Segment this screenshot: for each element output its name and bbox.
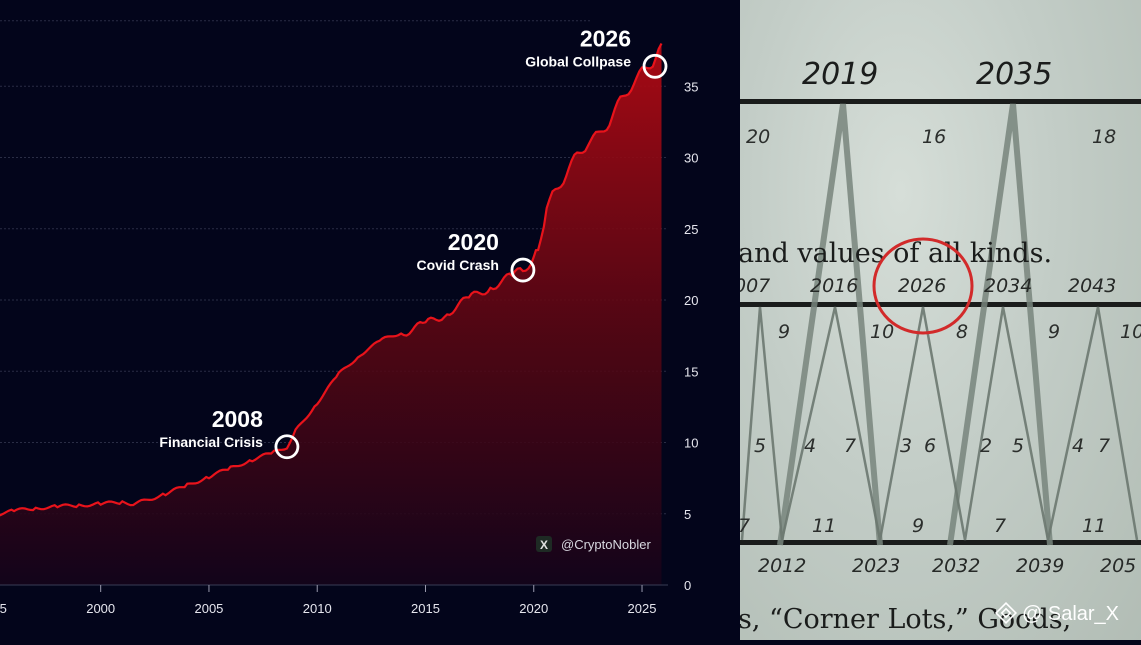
doc-year: 2034 <box>984 275 1032 297</box>
doc-num: 8 <box>956 321 968 343</box>
annotation-label: Global Collpase <box>525 53 631 69</box>
doc-num: 5 <box>754 435 766 457</box>
doc-watermark: @ Salar_X <box>994 601 1119 625</box>
doc-num: 10 <box>1120 321 1141 343</box>
doc-year: 2032 <box>932 555 980 577</box>
y-tick-label: 25 <box>684 222 698 237</box>
doc-num: 6 <box>924 435 936 457</box>
x-tick-label: 2015 <box>411 601 440 616</box>
doc-num: 20 <box>746 126 770 148</box>
doc-num: 9 <box>912 515 924 537</box>
y-tick-label: 5 <box>684 507 691 522</box>
rule-bottom <box>740 540 1141 545</box>
doc-year: 2039 <box>1016 555 1064 577</box>
doc-num: 7 <box>844 435 856 457</box>
doc-year-2035: 2035 <box>976 57 1052 92</box>
x-tick-label: 2000 <box>86 601 115 616</box>
y-tick-label: 0 <box>684 578 691 593</box>
y-tick-label: 35 <box>684 79 698 94</box>
x-logo-glyph: X <box>540 538 548 552</box>
doc-num: 9 <box>778 321 790 343</box>
doc-year: 2012 <box>758 555 806 577</box>
doc-num: 16 <box>922 126 946 148</box>
annotation-year: 2020 <box>448 229 499 255</box>
annotation-label: Covid Crash <box>416 257 498 273</box>
doc-num: 9 <box>1048 321 1060 343</box>
doc-year: 205 <box>1100 555 1136 577</box>
highlight-circle <box>872 237 974 335</box>
y-tick-label: 30 <box>684 151 698 166</box>
chart-watermark: X @CryptoNobler <box>536 536 651 552</box>
y-tick-label: 20 <box>684 293 698 308</box>
annotation-marker <box>642 53 668 79</box>
doc-num: 18 <box>1092 126 1116 148</box>
annotation-label: Financial Crisis <box>159 434 263 450</box>
x-tick-label: 2025 <box>628 601 657 616</box>
x-logo-icon <box>536 536 552 552</box>
rule-top <box>740 99 1141 104</box>
series-line <box>0 42 663 517</box>
doc-year-highlight: 2026 <box>898 275 946 297</box>
area-fill <box>0 43 662 585</box>
doc-num: 10 <box>870 321 894 343</box>
doc-sentence: and values of all kinds. <box>740 238 1052 269</box>
doc-num: 4 <box>1072 435 1084 457</box>
doc-year: 2016 <box>810 275 858 297</box>
watermark-text: @CryptoNobler <box>561 537 651 552</box>
doc-year: 007 <box>740 275 770 297</box>
annotation-marker <box>274 434 300 460</box>
x-tick-label: 2005 <box>194 601 223 616</box>
doc-num: 5 <box>1012 435 1024 457</box>
x-tick-label: 1995 <box>0 601 7 616</box>
x-tick-label: 2010 <box>303 601 332 616</box>
top-zigzag <box>777 103 1053 546</box>
doc-year-2019: 2019 <box>802 57 878 92</box>
annotation-marker <box>510 257 536 283</box>
document-photo: 2019 2035 20 16 18 and values of all kin… <box>740 0 1141 640</box>
diamond-logo-icon <box>994 601 1018 625</box>
doc-num: 11 <box>812 515 836 537</box>
doc-num: 7 <box>740 515 750 537</box>
y-tick-label: 15 <box>684 364 698 379</box>
doc-year: 2043 <box>1068 275 1116 297</box>
doc-num: 2 <box>980 435 992 457</box>
doc-num: 7 <box>994 515 1006 537</box>
doc-watermark-text: @ Salar_X <box>1022 603 1119 625</box>
doc-footer-text: s, “Corner Lots,” Goods, <box>740 604 1071 635</box>
doc-num: 4 <box>804 435 816 457</box>
rule-middle <box>740 302 1141 307</box>
x-tick-label: 2020 <box>519 601 548 616</box>
doc-num: 7 <box>1098 435 1110 457</box>
annotation-year: 2008 <box>212 406 263 432</box>
document-svg: 2019 2035 20 16 18 and values of all kin… <box>740 57 1141 635</box>
bottom-zigzag <box>740 306 1139 541</box>
doc-year: 2023 <box>852 555 900 577</box>
y-tick-label: 10 <box>684 436 698 451</box>
annotation-year: 2026 <box>580 25 631 51</box>
doc-num: 3 <box>900 435 912 457</box>
doc-num: 11 <box>1082 515 1106 537</box>
